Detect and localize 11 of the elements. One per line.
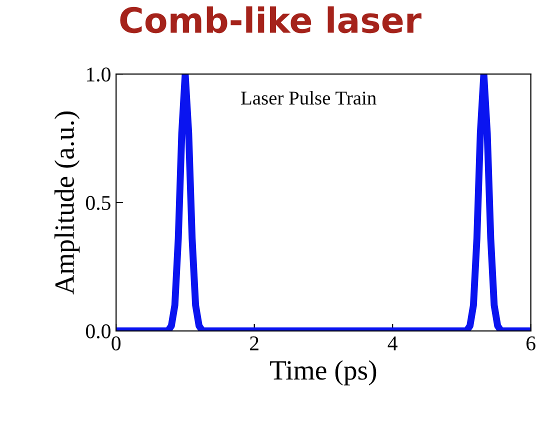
x-tick-label: 6 bbox=[526, 336, 536, 350]
y-tick-label: 1.0 bbox=[87, 67, 110, 82]
x-tick-label: 0 bbox=[112, 336, 121, 350]
y-tick-label: 0.5 bbox=[86, 196, 110, 210]
annotation: Laser Pulse Train bbox=[241, 90, 376, 105]
y-tick-label: 0.0 bbox=[86, 324, 110, 338]
x-tick-label: 2 bbox=[250, 336, 258, 350]
x-axis-title: Time (ps) bbox=[270, 360, 376, 386]
y-axis-title: Amplitude (a.u.) bbox=[54, 112, 80, 294]
chart-title: Comb-like laser bbox=[120, 6, 422, 34]
x-tick-label: 4 bbox=[388, 336, 398, 350]
